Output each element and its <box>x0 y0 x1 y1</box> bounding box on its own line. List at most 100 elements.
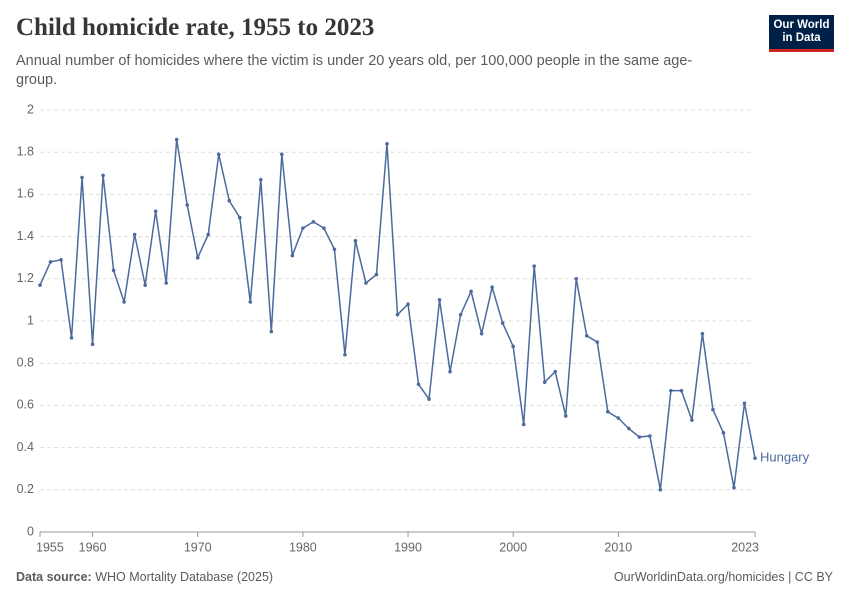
source-text: WHO Mortality Database (2025) <box>95 570 274 584</box>
data-point <box>332 247 337 252</box>
logo-line: Our World <box>773 19 830 31</box>
data-point <box>511 344 515 349</box>
data-point <box>679 388 684 393</box>
data-point <box>627 426 631 431</box>
data-point <box>301 226 305 230</box>
logo[interactable]: Our World in Data <box>769 15 834 52</box>
data-point <box>153 209 158 214</box>
data-point <box>164 281 168 285</box>
data-point <box>38 283 42 287</box>
data-point <box>753 456 757 460</box>
data-point <box>174 137 179 142</box>
credit[interactable]: OurWorldinData.org/homicides | CC BY <box>613 570 833 584</box>
x-tick-label: 2023 <box>731 540 759 554</box>
y-tick-label: 0 <box>27 524 34 538</box>
data-point <box>658 488 663 492</box>
data-point <box>584 333 589 338</box>
data-point <box>574 277 579 281</box>
data-point <box>742 401 747 406</box>
data-point <box>322 226 326 230</box>
data-point <box>185 203 190 207</box>
data-point <box>353 239 358 243</box>
x-tick-label: 1960 <box>79 540 107 554</box>
data-point <box>259 177 263 182</box>
data-point <box>648 434 652 438</box>
data-point <box>248 300 253 304</box>
data-point <box>290 253 295 258</box>
data-point <box>374 272 379 277</box>
data-point <box>69 336 74 340</box>
chart-title: Child homicide rate, 1955 to 2023 <box>16 14 375 41</box>
y-tick-label: 1 <box>27 313 34 327</box>
chart-subtitle: Annual number of homicides where the vic… <box>16 53 693 88</box>
data-point <box>143 283 147 287</box>
data-point <box>732 485 736 490</box>
data-point <box>59 258 63 262</box>
data-point <box>280 152 284 157</box>
data-point <box>605 409 610 414</box>
data-point <box>500 321 505 325</box>
data-point <box>553 369 558 374</box>
data-point <box>416 382 421 387</box>
data-point <box>132 232 137 237</box>
data-point <box>80 175 84 180</box>
data-point <box>227 198 232 203</box>
y-tick-label: 0.8 <box>17 355 34 369</box>
data-point <box>521 422 526 427</box>
data-point <box>101 173 105 178</box>
data-point <box>563 414 568 418</box>
data-point <box>195 255 200 260</box>
data-point <box>237 215 242 220</box>
source-label: Data source: <box>16 570 92 584</box>
data-point <box>721 431 726 435</box>
y-tick-label: 0.6 <box>17 398 34 412</box>
data-point <box>669 388 673 393</box>
data-point <box>216 152 221 157</box>
data-point <box>343 352 347 357</box>
data-point <box>458 312 463 317</box>
series-label: Hungary <box>760 450 810 465</box>
data-point <box>111 268 116 273</box>
data-point <box>206 232 211 237</box>
y-tick-label: 1.2 <box>17 271 34 285</box>
data-point <box>385 141 389 146</box>
data-point <box>437 298 442 302</box>
x-tick-label: 1955 <box>36 540 64 554</box>
y-tick-label: 1.6 <box>17 187 34 201</box>
y-tick-label: 0.4 <box>17 440 34 454</box>
data-point <box>469 289 473 294</box>
x-tick-label: 1980 <box>289 540 317 554</box>
data-point <box>364 281 368 285</box>
data-point <box>122 300 126 304</box>
data-point <box>48 260 53 264</box>
y-tick-label: 0.2 <box>17 482 34 496</box>
data-point <box>490 285 494 290</box>
data-point <box>690 418 694 422</box>
data-point <box>269 329 274 334</box>
data-point <box>637 435 642 439</box>
x-tick-label: 2000 <box>499 540 527 554</box>
data-point <box>311 220 316 224</box>
data-point <box>616 416 621 420</box>
data-point <box>595 340 600 344</box>
logo-line: in Data <box>782 32 821 44</box>
y-tick-label: 1.8 <box>17 144 34 158</box>
data-point <box>406 302 410 306</box>
data-point <box>427 397 431 401</box>
data-point <box>532 264 536 268</box>
data-point <box>479 331 484 336</box>
data-point <box>700 331 705 336</box>
y-tick-label: 2 <box>27 102 34 116</box>
data-point <box>90 342 95 347</box>
data-point <box>448 369 452 374</box>
x-tick-label: 1990 <box>394 540 422 554</box>
x-tick-label: 2010 <box>604 540 632 554</box>
data-point <box>542 380 547 384</box>
x-tick-label: 1970 <box>184 540 212 554</box>
y-tick-label: 1.4 <box>17 229 34 243</box>
data-point <box>711 407 715 412</box>
source: Data source: WHO Mortality Database (202… <box>16 570 273 584</box>
data-point <box>395 312 400 317</box>
